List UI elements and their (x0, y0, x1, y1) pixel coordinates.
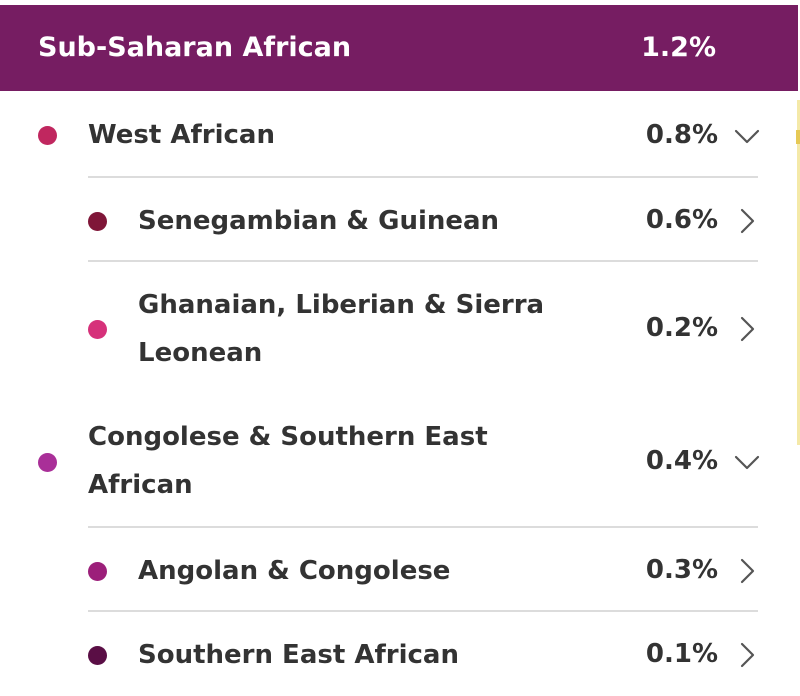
ancestry-row-west-african[interactable]: West African 0.8% (0, 92, 800, 177)
ancestry-label: Senegambian & Guinean (138, 206, 500, 236)
ancestry-row-congolese-southern-east[interactable]: Congolese & Southern East African 0.4% (0, 396, 800, 526)
ancestry-label-line1: Ghanaian, Liberian & Sierra (138, 290, 545, 320)
ancestry-row-southern-east[interactable]: Southern East African 0.1% (0, 612, 800, 696)
ancestry-percent: 0.6% (645, 205, 718, 235)
chevron-down-icon[interactable] (733, 448, 761, 476)
row-divider (88, 260, 758, 262)
ancestry-percent: 0.3% (645, 555, 718, 585)
ancestry-percent: 0.4% (645, 446, 718, 476)
ancestry-percent: 0.1% (645, 639, 718, 669)
ancestry-percent: 0.8% (645, 120, 718, 150)
color-dot-icon (38, 126, 57, 145)
ancestry-label: West African (88, 120, 275, 150)
ancestry-label-line1: Congolese & Southern East (88, 422, 488, 452)
ancestry-row-angolan[interactable]: Angolan & Congolese 0.3% (0, 528, 800, 610)
scroll-edge-mark (796, 130, 800, 144)
region-header[interactable]: Sub-Saharan African 1.2% (0, 5, 798, 91)
chevron-down-icon[interactable] (733, 122, 761, 150)
color-dot-icon (88, 562, 107, 581)
ancestry-label: Southern East African (138, 640, 459, 670)
region-percent: 1.2% (641, 32, 716, 63)
row-divider (88, 610, 758, 612)
ancestry-row-ghanaian[interactable]: Ghanaian, Liberian & Sierra Leonean 0.2% (0, 262, 800, 396)
chevron-right-icon[interactable] (733, 641, 761, 669)
ancestry-percent: 0.2% (645, 313, 718, 343)
row-divider (88, 526, 758, 528)
region-title: Sub-Saharan African (38, 32, 352, 63)
scroll-edge-indicator (797, 100, 800, 445)
color-dot-icon (38, 453, 57, 472)
chevron-right-icon[interactable] (733, 207, 761, 235)
row-divider (88, 176, 758, 178)
color-dot-icon (88, 320, 107, 339)
ancestry-label-line2: African (88, 470, 193, 500)
color-dot-icon (88, 212, 107, 231)
color-dot-icon (88, 646, 107, 665)
ancestry-label: Angolan & Congolese (138, 556, 451, 586)
chevron-right-icon[interactable] (733, 557, 761, 585)
chevron-right-icon[interactable] (733, 315, 761, 343)
ancestry-row-senegambian[interactable]: Senegambian & Guinean 0.6% (0, 178, 800, 262)
ancestry-label-line2: Leonean (138, 338, 263, 368)
